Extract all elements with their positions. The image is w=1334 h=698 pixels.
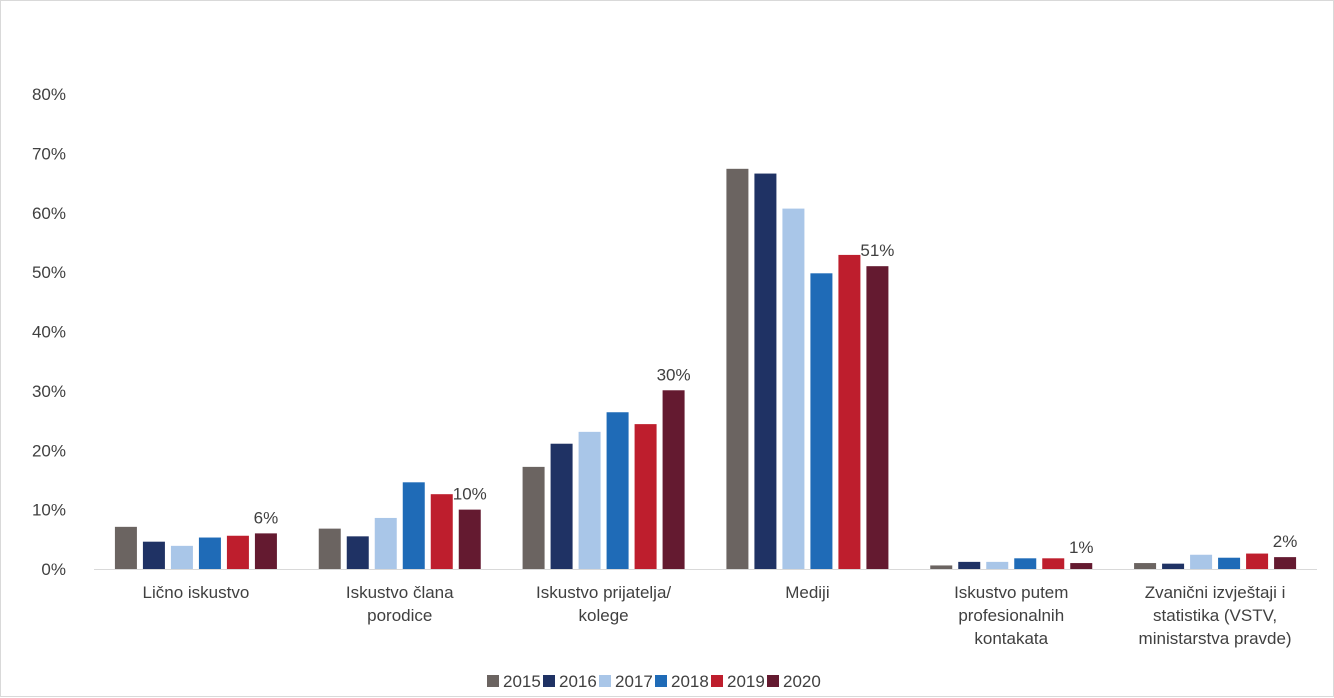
bar-2015 xyxy=(726,168,749,569)
legend-label-2015: 2015 xyxy=(503,672,541,691)
y-tick-label: 20% xyxy=(32,441,66,460)
bar-2018 xyxy=(1014,558,1037,569)
bar-2017 xyxy=(578,431,601,569)
bar-2018 xyxy=(810,273,833,569)
data-label: 6% xyxy=(254,508,279,527)
category-label: Iskustvo člana xyxy=(346,583,454,602)
legend-swatch-2017 xyxy=(599,675,611,687)
data-label: 30% xyxy=(657,365,691,384)
bar-2017 xyxy=(1190,554,1213,569)
data-label: 51% xyxy=(860,241,894,260)
legend-swatch-2018 xyxy=(655,675,667,687)
legend-label-2020: 2020 xyxy=(783,672,821,691)
bar-2020 xyxy=(662,390,685,569)
bar-2019 xyxy=(1246,553,1269,569)
bar-2020 xyxy=(254,533,277,569)
y-tick-label: 40% xyxy=(32,323,66,342)
legend-label-2019: 2019 xyxy=(727,672,765,691)
y-tick-label: 30% xyxy=(32,382,66,401)
legend-label-2016: 2016 xyxy=(559,672,597,691)
bar-2020 xyxy=(458,509,481,569)
bar-2018 xyxy=(606,412,629,569)
category-label: profesionalnih xyxy=(958,606,1064,625)
bar-2016 xyxy=(346,536,369,569)
bar-2017 xyxy=(782,208,805,569)
bar-2016 xyxy=(550,443,573,569)
y-tick-label: 10% xyxy=(32,501,66,520)
bar-2015 xyxy=(522,466,545,569)
bar-2017 xyxy=(374,517,397,569)
category-label: Zvanični izvještaji i xyxy=(1145,583,1286,602)
bar-2015 xyxy=(318,528,341,569)
x-axis: Lično iskustvo Iskustvo člana porodice Isku… xyxy=(143,583,1292,648)
y-tick-label: 50% xyxy=(32,263,66,282)
legend-label-2017: 2017 xyxy=(615,672,653,691)
category-label: porodice xyxy=(367,606,432,625)
bar-2019 xyxy=(226,535,249,569)
data-labels: 6% 10% 30% 51% 1% 2% xyxy=(254,241,1298,557)
bar-2015 xyxy=(930,565,953,569)
category-label: Iskustvo prijatelja/ xyxy=(536,583,671,602)
legend: 2015 2016 2017 2018 2019 2020 xyxy=(487,672,821,691)
category-label: Iskustvo putem xyxy=(954,583,1068,602)
bar-2016 xyxy=(142,541,165,569)
legend-swatch-2019 xyxy=(711,675,723,687)
bar-2016 xyxy=(1162,563,1185,569)
y-tick-label: 0% xyxy=(41,560,66,579)
data-label: 1% xyxy=(1069,538,1094,557)
y-tick-label: 80% xyxy=(32,85,66,104)
bar-2019 xyxy=(1042,558,1065,569)
bar-2018 xyxy=(402,482,425,569)
legend-swatch-2020 xyxy=(767,675,779,687)
bar-2018 xyxy=(198,537,221,569)
bar-2015 xyxy=(1134,563,1157,569)
y-tick-label: 60% xyxy=(32,204,66,223)
bar-2020 xyxy=(1070,563,1093,569)
category-label: kontakata xyxy=(974,629,1048,648)
bar-2017 xyxy=(986,561,1009,569)
legend-label-2018: 2018 xyxy=(671,672,709,691)
bar-2019 xyxy=(634,424,657,569)
y-tick-label: 70% xyxy=(32,144,66,163)
bar-2020 xyxy=(866,266,889,569)
bar-2020 xyxy=(1274,557,1297,569)
data-label: 2% xyxy=(1273,532,1298,551)
category-label: kolege xyxy=(579,606,629,625)
bar-2019 xyxy=(838,254,861,569)
bars xyxy=(114,168,1297,569)
category-label: Lično iskustvo xyxy=(143,583,250,602)
bar-2015 xyxy=(114,526,137,569)
legend-swatch-2016 xyxy=(543,675,555,687)
bar-2018 xyxy=(1218,557,1241,569)
category-label: Mediji xyxy=(785,583,829,602)
data-label: 10% xyxy=(453,485,487,504)
bar-2016 xyxy=(958,561,981,569)
bar-2016 xyxy=(754,173,777,569)
y-axis: 0% 10% 20% 30% 40% 50% 60% 70% 80% xyxy=(32,85,66,579)
category-label: statistika (VSTV, xyxy=(1153,606,1277,625)
bar-2019 xyxy=(430,494,453,569)
bar-2017 xyxy=(170,545,193,569)
category-label: ministarstva pravde) xyxy=(1139,629,1292,648)
legend-swatch-2015 xyxy=(487,675,499,687)
